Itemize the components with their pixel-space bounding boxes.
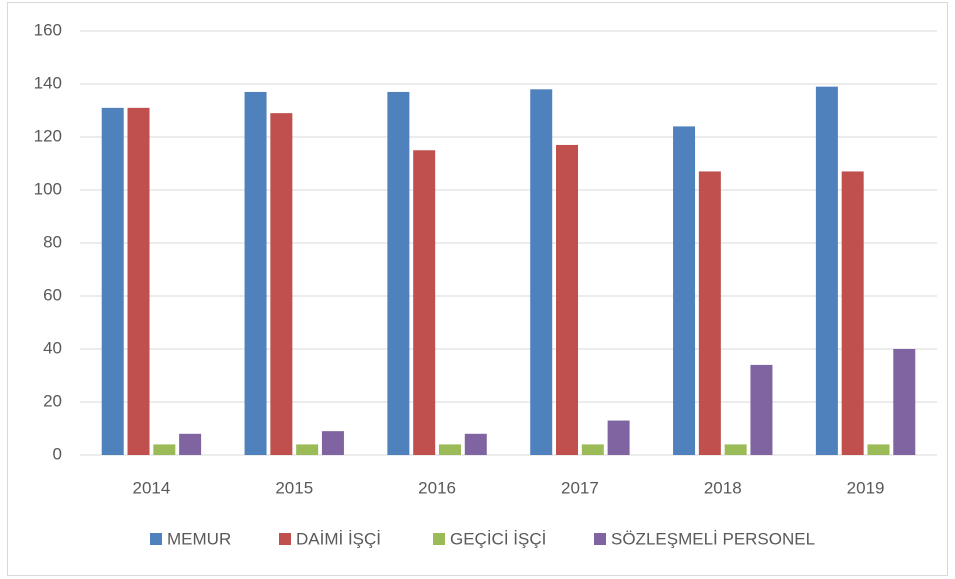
x-tick-label: 2015 [275,478,313,497]
y-tick-label: 160 [34,20,62,39]
bar [438,444,461,455]
bar [893,349,916,455]
bar [270,113,293,456]
bar [153,444,176,455]
x-tick-label: 2014 [133,478,171,497]
x-tick-label: 2019 [847,478,885,497]
legend-label: GEÇİCİ İŞÇİ [450,529,546,548]
bar [673,126,696,456]
bar [698,171,721,455]
bar [724,444,747,455]
bar [530,89,553,456]
y-tick-label: 0 [53,444,62,463]
legend-swatch [279,533,291,545]
bar [101,107,124,455]
x-tick-label: 2018 [704,478,742,497]
bar [296,444,319,455]
y-tick-label: 60 [43,285,62,304]
y-tick-label: 40 [43,338,62,357]
bar [413,150,436,455]
bar [244,91,267,455]
y-tick-label: 20 [43,391,62,410]
y-tick-label: 100 [34,179,62,198]
chart-frame [7,2,948,576]
bar [815,86,838,456]
y-tick-label: 80 [43,232,62,251]
bar [841,171,864,455]
y-tick-label: 140 [34,73,62,92]
legend-swatch [150,533,162,545]
legend-label: DAİMİ İŞÇİ [296,529,381,548]
x-tick-label: 2017 [561,478,599,497]
bar [387,91,410,455]
legend-swatch [433,533,445,545]
bar [607,420,630,455]
legend-label: MEMUR [167,529,231,548]
bar [321,431,344,455]
bar [179,433,202,455]
legend-swatch [594,533,606,545]
bar [556,144,579,455]
bar [127,107,150,455]
y-tick-label: 120 [34,126,62,145]
bar [464,433,487,455]
x-tick-label: 2016 [418,478,456,497]
bar [750,364,773,455]
legend-label: SÖZLEŞMELİ PERSONEL [611,529,815,548]
bar [867,444,890,455]
bar [581,444,604,455]
